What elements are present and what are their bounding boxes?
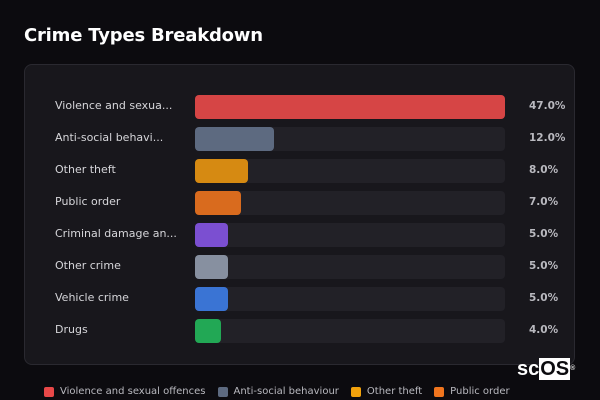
- bar-track: [195, 95, 505, 119]
- bar-value: 5.0%: [529, 228, 559, 240]
- bar-value: 5.0%: [529, 260, 559, 272]
- bar-fill[interactable]: [195, 255, 228, 279]
- legend-label: Other theft: [366, 386, 423, 397]
- bar-row: Violence and sexua... 47.0%: [25, 95, 574, 119]
- legend-swatch: [217, 386, 228, 397]
- scos-logo: scOS®: [517, 358, 576, 380]
- legend-swatch: [350, 386, 361, 397]
- bar-track: [195, 127, 505, 151]
- bar-track: [195, 159, 505, 183]
- bar-track: [195, 255, 505, 279]
- bar-fill[interactable]: [195, 191, 242, 215]
- chart-panel: Violence and sexua... 47.0% Anti-social be…: [24, 64, 575, 365]
- bar-row: Anti-social behavi... 12.0%: [25, 127, 574, 151]
- bar-value: 5.0%: [529, 292, 559, 304]
- bar-track: [195, 223, 505, 247]
- bar-row: Other crime 5.0%: [25, 255, 574, 279]
- logo-registered: ®: [570, 365, 576, 372]
- bar-fill[interactable]: [195, 127, 275, 151]
- bar-row: Other theft 8.0%: [25, 159, 574, 183]
- bar-row: Public order 7.0%: [25, 191, 574, 215]
- bar-value: 47.0%: [529, 100, 566, 112]
- bar-label: Vehicle crime: [55, 291, 129, 304]
- bar-label: Other theft: [55, 163, 116, 176]
- bar-track: [195, 319, 505, 343]
- bar-label: Criminal damage an...: [55, 227, 177, 240]
- bar-fill[interactable]: [195, 223, 228, 247]
- bar-label: Anti-social behavi...: [55, 131, 164, 144]
- legend-label: Anti-social behaviour: [233, 386, 339, 397]
- bar-fill[interactable]: [195, 95, 505, 119]
- bar-label: Violence and sexua...: [55, 99, 173, 112]
- bar-label: Other crime: [55, 259, 121, 272]
- bar-track: [195, 191, 505, 215]
- legend-label: Violence and sexual offences: [60, 386, 206, 397]
- legend-item[interactable]: Public order: [434, 386, 510, 397]
- bar-row: Criminal damage an... 5.0%: [25, 223, 574, 247]
- bar-fill[interactable]: [195, 319, 222, 343]
- bar-value: 8.0%: [529, 164, 559, 176]
- legend: Violence and sexual offences Anti-social …: [44, 386, 510, 397]
- legend-label: Public order: [450, 386, 510, 397]
- legend-swatch: [434, 386, 445, 397]
- legend-item[interactable]: Anti-social behaviour: [217, 386, 339, 397]
- bar-track: [195, 287, 505, 311]
- bar-label: Drugs: [55, 323, 88, 336]
- legend-item[interactable]: Violence and sexual offences: [44, 386, 206, 397]
- logo-sc: sc: [517, 358, 540, 380]
- logo-os: OS: [539, 358, 571, 380]
- bar-fill[interactable]: [195, 159, 248, 183]
- legend-item[interactable]: Other theft: [350, 386, 423, 397]
- bar-fill[interactable]: [195, 287, 228, 311]
- legend-swatch: [44, 386, 54, 397]
- bar-row: Drugs 4.0%: [25, 319, 574, 343]
- bar-value: 12.0%: [529, 132, 566, 144]
- bar-row: Vehicle crime 5.0%: [25, 287, 574, 311]
- bar-value: 4.0%: [529, 324, 559, 336]
- chart-title: Crime Types Breakdown: [24, 25, 263, 46]
- bar-value: 7.0%: [529, 196, 559, 208]
- bar-label: Public order: [55, 195, 121, 208]
